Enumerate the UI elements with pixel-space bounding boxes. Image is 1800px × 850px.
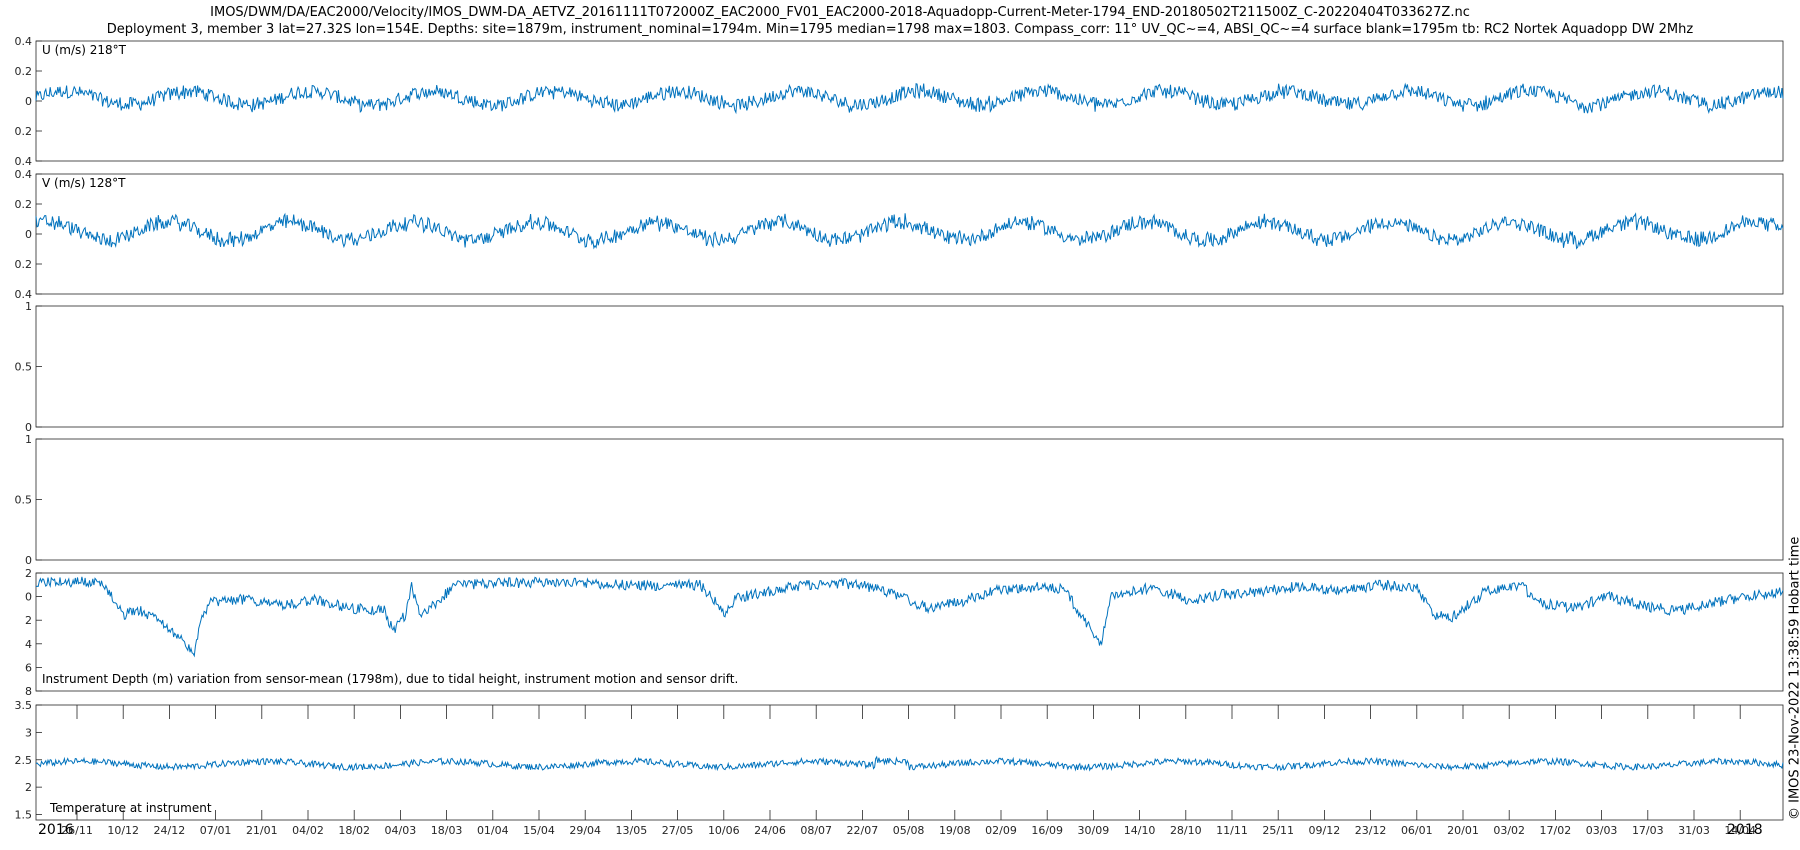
x-tick-label-5: 04/02: [292, 824, 324, 837]
x-tick-label-16: 08/07: [800, 824, 832, 837]
chart-title-file: IMOS/DWM/DA/EAC2000/Velocity/IMOS_DWM-DA…: [210, 5, 1470, 20]
y-tick-label-0-1: 0.2: [15, 65, 33, 78]
y-tick-label-1-0: 0.4: [15, 168, 33, 181]
x-year-end: 2018: [1727, 822, 1763, 838]
x-tick-label-32: 17/02: [1540, 824, 1572, 837]
x-tick-label-35: 31/03: [1678, 824, 1710, 837]
y-tick-label-0-3: 0.2: [15, 125, 33, 138]
y-tick-label-5-3: 2: [25, 781, 32, 794]
series-line-1: [35, 212, 1784, 250]
x-tick-label-19: 19/08: [939, 824, 971, 837]
x-tick-label-2: 24/12: [154, 824, 186, 837]
x-tick-label-8: 18/03: [431, 824, 463, 837]
series-line-5: [35, 755, 1784, 772]
x-tick-label-33: 03/03: [1586, 824, 1618, 837]
x-tick-label-22: 30/09: [1078, 824, 1110, 837]
y-tick-label-0-0: 0.4: [15, 35, 33, 48]
y-tick-label-5-0: 3.5: [15, 699, 33, 712]
x-tick-label-0: 26/11: [61, 824, 93, 837]
y-tick-label-4-1: 0: [25, 591, 32, 604]
y-tick-label-1-4: 0.4: [15, 288, 33, 301]
x-tick-label-31: 03/02: [1493, 824, 1525, 837]
y-tick-label-1-1: 0.2: [15, 198, 33, 211]
x-tick-label-13: 27/05: [662, 824, 694, 837]
panel-frame-0: [35, 40, 1784, 162]
panel-frame-3: [35, 438, 1784, 561]
y-tick-label-3-1: 0.5: [15, 494, 33, 507]
x-tick-label-30: 20/01: [1447, 824, 1479, 837]
x-tick-label-29: 06/01: [1401, 824, 1433, 837]
y-tick-label-4-3: 4: [25, 638, 32, 651]
chart-title-deployment: Deployment 3, member 3 lat=27.32S lon=15…: [106, 22, 1694, 37]
x-tick-label-15: 24/06: [754, 824, 786, 837]
y-tick-label-2-2: 0: [25, 421, 32, 434]
y-tick-label-0-4: 0.4: [15, 155, 33, 168]
x-tick-label-1: 10/12: [107, 824, 139, 837]
x-tick-label-20: 02/09: [985, 824, 1017, 837]
x-tick-label-28: 23/12: [1355, 824, 1387, 837]
y-tick-label-4-5: 8: [25, 685, 32, 698]
y-tick-label-5-4: 1.5: [15, 809, 33, 822]
x-tick-label-24: 28/10: [1170, 824, 1202, 837]
series-line-4: [35, 576, 1784, 658]
panel-frame-1: [35, 173, 1784, 295]
y-tick-label-4-2: 2: [25, 614, 32, 627]
x-tick-label-9: 01/04: [477, 824, 509, 837]
x-tick-label-25: 11/11: [1216, 824, 1248, 837]
panel-label-4: Instrument Depth (m) variation from sens…: [42, 672, 738, 686]
y-tick-label-4-4: 6: [25, 661, 32, 674]
x-tick-label-14: 10/06: [708, 824, 740, 837]
x-year-start: 2016: [38, 822, 74, 838]
series-line-0: [35, 82, 1784, 115]
x-tick-label-11: 29/04: [569, 824, 601, 837]
y-tick-label-5-2: 2.5: [15, 754, 33, 767]
panel-label-1: V (m/s) 128°T: [42, 176, 126, 190]
x-tick-label-34: 17/03: [1632, 824, 1664, 837]
y-tick-label-3-2: 0: [25, 554, 32, 567]
x-tick-label-10: 15/04: [523, 824, 555, 837]
panel-frame-2: [35, 305, 1784, 428]
credit-text: © IMOS 23-Nov-2022 13:38:59 Hobart time: [1787, 536, 1800, 820]
x-tick-label-26: 25/11: [1262, 824, 1294, 837]
x-tick-label-3: 07/01: [200, 824, 232, 837]
x-tick-label-18: 05/08: [893, 824, 925, 837]
x-tick-label-23: 14/10: [1124, 824, 1156, 837]
x-tick-label-7: 04/03: [385, 824, 417, 837]
y-tick-label-1-3: 0.2: [15, 258, 33, 271]
x-tick-label-17: 22/07: [847, 824, 879, 837]
x-tick-label-36: 14/04: [1724, 824, 1756, 837]
panel-frame-5: [35, 704, 1784, 821]
y-tick-label-1-2: 0: [25, 228, 32, 241]
panel-label-0: U (m/s) 218°T: [42, 43, 127, 57]
x-tick-label-6: 18/02: [338, 824, 370, 837]
x-tick-label-27: 09/12: [1309, 824, 1341, 837]
x-tick-label-21: 16/09: [1031, 824, 1063, 837]
y-tick-label-0-2: 0: [25, 95, 32, 108]
y-tick-label-3-0: 1: [25, 433, 32, 446]
y-tick-label-5-1: 3: [25, 726, 32, 739]
y-tick-label-2-1: 0.5: [15, 361, 33, 374]
panel-label-5: Temperature at instrument: [49, 801, 212, 815]
x-tick-label-12: 13/05: [616, 824, 648, 837]
x-tick-label-4: 21/01: [246, 824, 278, 837]
y-tick-label-4-0: 2: [25, 567, 32, 580]
y-tick-label-2-0: 1: [25, 300, 32, 313]
